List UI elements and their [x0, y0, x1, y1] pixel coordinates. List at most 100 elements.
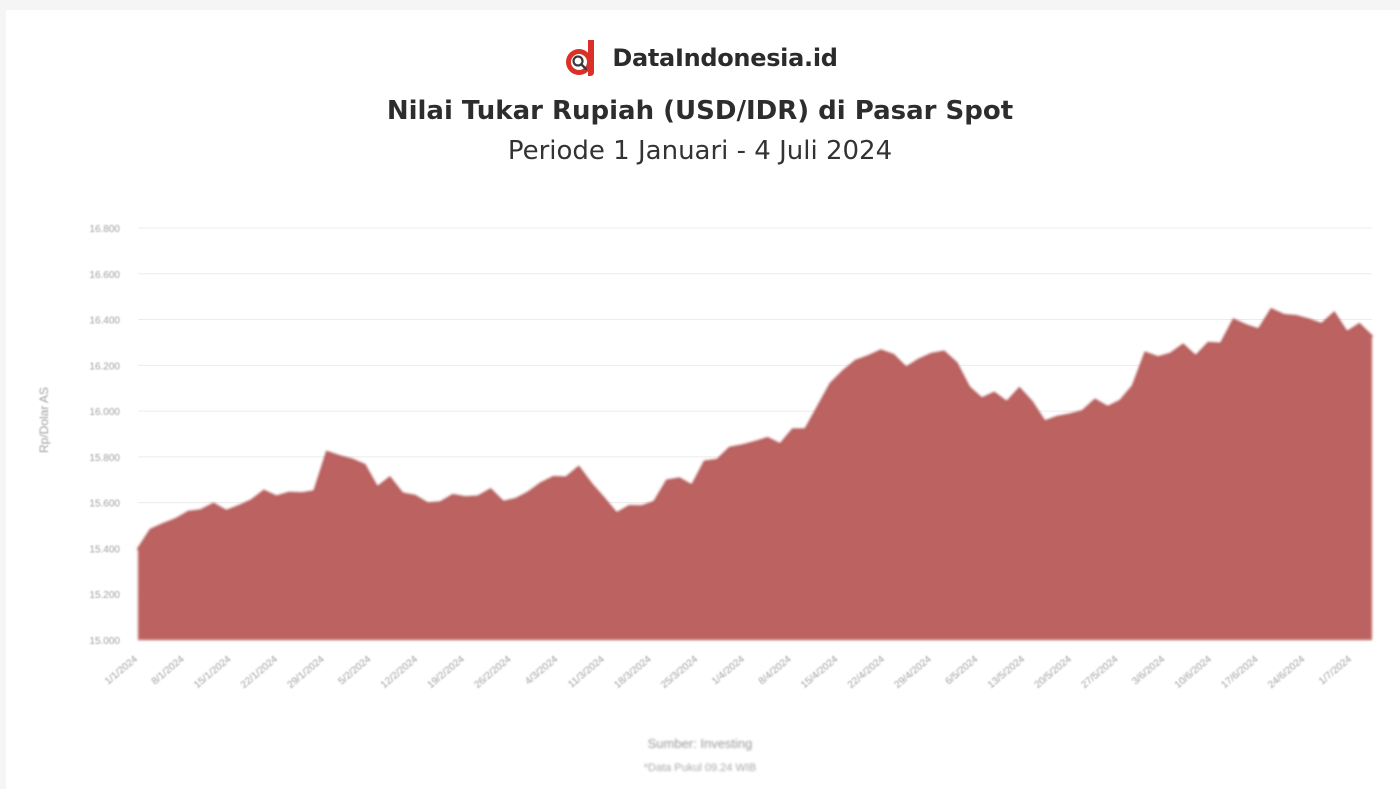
x-tick-label: 6/5/2024 — [943, 654, 980, 688]
x-tick-label: 3/6/2024 — [1130, 654, 1167, 688]
data-point — [539, 482, 542, 485]
data-point — [1094, 398, 1096, 401]
x-tick-label: 22/4/2024 — [846, 654, 887, 691]
data-point — [1144, 351, 1147, 354]
x-tick-label: 19/2/2024 — [426, 654, 467, 691]
data-point — [892, 354, 895, 356]
data-point — [905, 366, 908, 369]
data-point — [577, 466, 580, 468]
y-axis-ticks: 15.000 15.200 15.400 15.600 15.800 16.000 16.2… — [89, 224, 120, 647]
source-text: Sumber: Investing — [647, 736, 753, 751]
data-point — [1345, 331, 1348, 334]
x-tick-label: 27/5/2024 — [1079, 654, 1120, 691]
x-tick-label: 24/6/2024 — [1266, 654, 1307, 691]
data-point — [1018, 387, 1021, 390]
x-tick-label: 26/2/2024 — [472, 654, 513, 691]
data-point — [1106, 406, 1109, 408]
data-point — [237, 505, 240, 508]
data-point — [779, 443, 782, 446]
x-tick-label: 17/6/2024 — [1219, 654, 1260, 691]
data-point — [313, 490, 316, 493]
chart-subtitle: Periode 1 Januari - 4 Juli 2024 — [507, 136, 893, 166]
data-point — [804, 428, 807, 431]
data-point — [930, 352, 933, 355]
y-tick-label: 15.200 — [89, 590, 120, 601]
data-point — [1270, 308, 1273, 311]
x-axis-ticks: 1/1/2024 8/1/2024 15/1/2024 22/1/2024 29/1/2… — [103, 654, 1354, 691]
y-tick-label: 16.600 — [89, 270, 120, 281]
x-tick-label: 25/3/2024 — [659, 654, 700, 691]
data-point — [225, 509, 228, 512]
data-point — [338, 455, 341, 458]
x-tick-label: 1/1/2024 — [103, 654, 140, 688]
data-point — [942, 350, 945, 353]
data-point — [1182, 343, 1185, 346]
series-usd-idr — [137, 308, 1373, 640]
data-point — [1282, 314, 1285, 316]
data-point — [766, 437, 769, 440]
data-point — [275, 495, 278, 498]
data-point — [640, 505, 643, 508]
data-point — [1056, 415, 1059, 418]
data-point — [1043, 420, 1046, 423]
data-point — [439, 501, 442, 504]
x-tick-label: 12/2/2024 — [379, 654, 420, 691]
data-point — [527, 491, 530, 494]
data-point — [351, 458, 354, 461]
data-point — [502, 500, 505, 503]
data-point — [691, 484, 693, 487]
data-point — [1245, 324, 1248, 327]
data-point — [388, 476, 391, 479]
data-point — [1119, 399, 1122, 402]
data-point — [703, 460, 706, 463]
data-point — [665, 479, 668, 482]
data-point — [489, 488, 492, 491]
data-point — [376, 486, 379, 489]
data-point — [414, 494, 416, 497]
x-tick-label: 15/1/2024 — [192, 654, 233, 691]
data-point — [1232, 318, 1235, 321]
data-point — [514, 498, 517, 500]
data-point — [993, 391, 996, 394]
data-point — [1308, 318, 1310, 321]
y-tick-label: 15.600 — [89, 499, 120, 510]
data-point — [678, 477, 681, 480]
x-tick-label: 15/4/2024 — [799, 654, 840, 691]
data-point — [628, 505, 631, 508]
data-point — [187, 510, 190, 513]
data-point — [137, 548, 139, 551]
data-point — [741, 444, 744, 447]
data-point — [602, 497, 605, 500]
data-point — [842, 370, 845, 373]
x-tick-label: 8/1/2024 — [150, 654, 187, 688]
data-point — [1358, 323, 1361, 326]
data-point — [917, 358, 920, 361]
x-tick-label: 4/3/2024 — [523, 654, 560, 688]
chart-title: Nilai Tukar Rupiah (USD/IDR) di Pasar Sp… — [386, 96, 1014, 126]
data-point — [615, 512, 618, 515]
x-tick-label: 5/2/2024 — [336, 654, 373, 688]
data-point — [363, 463, 366, 466]
data-point — [200, 509, 202, 512]
x-tick-label: 8/4/2024 — [757, 654, 794, 688]
data-point — [590, 482, 593, 485]
x-tick-label: 13/5/2024 — [986, 654, 1027, 691]
data-point — [1031, 401, 1033, 403]
note-text: *Data Pukul 09.24 WIB — [643, 762, 757, 774]
y-tick-label: 15.000 — [89, 636, 120, 647]
y-tick-label: 15.400 — [89, 544, 120, 555]
data-point — [1333, 311, 1336, 314]
data-point — [879, 349, 882, 352]
x-tick-label: 29/1/2024 — [286, 654, 327, 691]
data-point — [1257, 328, 1260, 331]
data-point — [174, 518, 177, 521]
data-point — [1156, 356, 1159, 359]
x-tick-label: 20/5/2024 — [1033, 654, 1074, 691]
data-point — [754, 441, 756, 443]
data-point — [955, 362, 958, 364]
data-point — [867, 355, 870, 358]
data-point — [1371, 335, 1373, 338]
data-point — [817, 405, 819, 408]
x-tick-label: 1/7/2024 — [1317, 654, 1354, 688]
